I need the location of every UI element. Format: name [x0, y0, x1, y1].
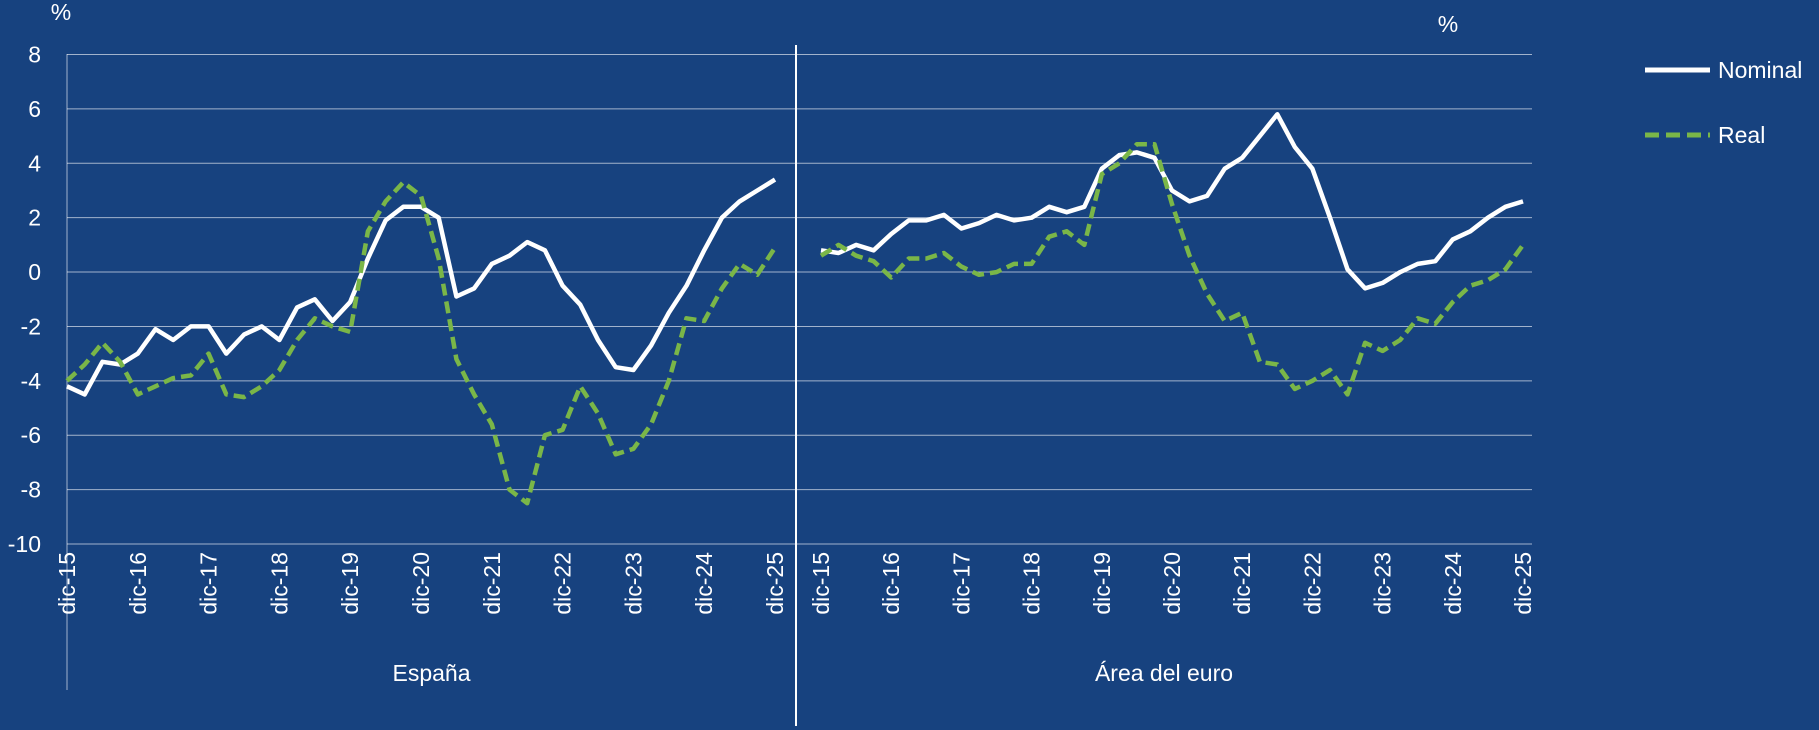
x-tick-label: dic-20	[1159, 552, 1185, 615]
y-axis-unit: %	[1438, 11, 1458, 37]
plot-layer: -10 -8 -6 -4 -2 0 2 4 6 8% dic-15 dic-16 dic-17 dic-1…	[8, 0, 1802, 690]
y-tick-label: 4	[28, 150, 41, 176]
legend-label: Nominal	[1718, 57, 1802, 83]
legend-label: Real	[1718, 122, 1765, 148]
y-tick-label: -2	[21, 313, 41, 339]
x-tick-label: dic-15	[808, 552, 834, 615]
y-tick-label: 6	[28, 96, 41, 122]
x-tick-label: dic-20	[408, 552, 434, 615]
x-tick-label: dic-17	[948, 552, 974, 615]
x-tick-label: dic-18	[1019, 552, 1045, 615]
y-tick-label: 2	[28, 205, 41, 231]
y-tick-label: 8	[28, 42, 41, 68]
x-tick-label: dic-21	[479, 552, 505, 615]
panel-label: Área del euro	[1095, 660, 1233, 686]
panel-label: España	[392, 660, 470, 686]
y-tick-label: -8	[21, 477, 41, 503]
x-tick-label: dic-18	[266, 552, 292, 615]
y-axis-unit: %	[51, 0, 71, 25]
x-tick-label: dic-16	[878, 552, 904, 615]
x-tick-label: dic-25	[762, 552, 788, 615]
y-tick-label: 0	[28, 259, 41, 285]
x-tick-label: dic-24	[1440, 552, 1466, 615]
x-tick-label: dic-21	[1229, 552, 1255, 615]
series-line	[819, 141, 1525, 397]
series-line	[66, 177, 777, 397]
x-tick-label: dic-25	[1510, 552, 1536, 615]
x-tick-label: dic-22	[550, 552, 576, 615]
y-tick-label: -10	[8, 531, 41, 557]
x-tick-label: dic-22	[1299, 552, 1325, 615]
x-tick-label: dic-19	[337, 552, 363, 615]
y-tick-label: -4	[21, 368, 42, 394]
x-tick-label: dic-15	[54, 552, 80, 615]
x-tick-label: dic-23	[620, 552, 646, 615]
x-tick-label: dic-19	[1089, 552, 1115, 615]
series-line	[820, 112, 1524, 291]
series-line	[65, 180, 777, 506]
y-tick-label: -6	[21, 422, 41, 448]
x-tick-label: dic-24	[691, 552, 717, 615]
x-tick-label: dic-16	[125, 552, 151, 615]
x-tick-label: dic-17	[196, 552, 222, 615]
x-tick-label: dic-23	[1370, 552, 1396, 615]
